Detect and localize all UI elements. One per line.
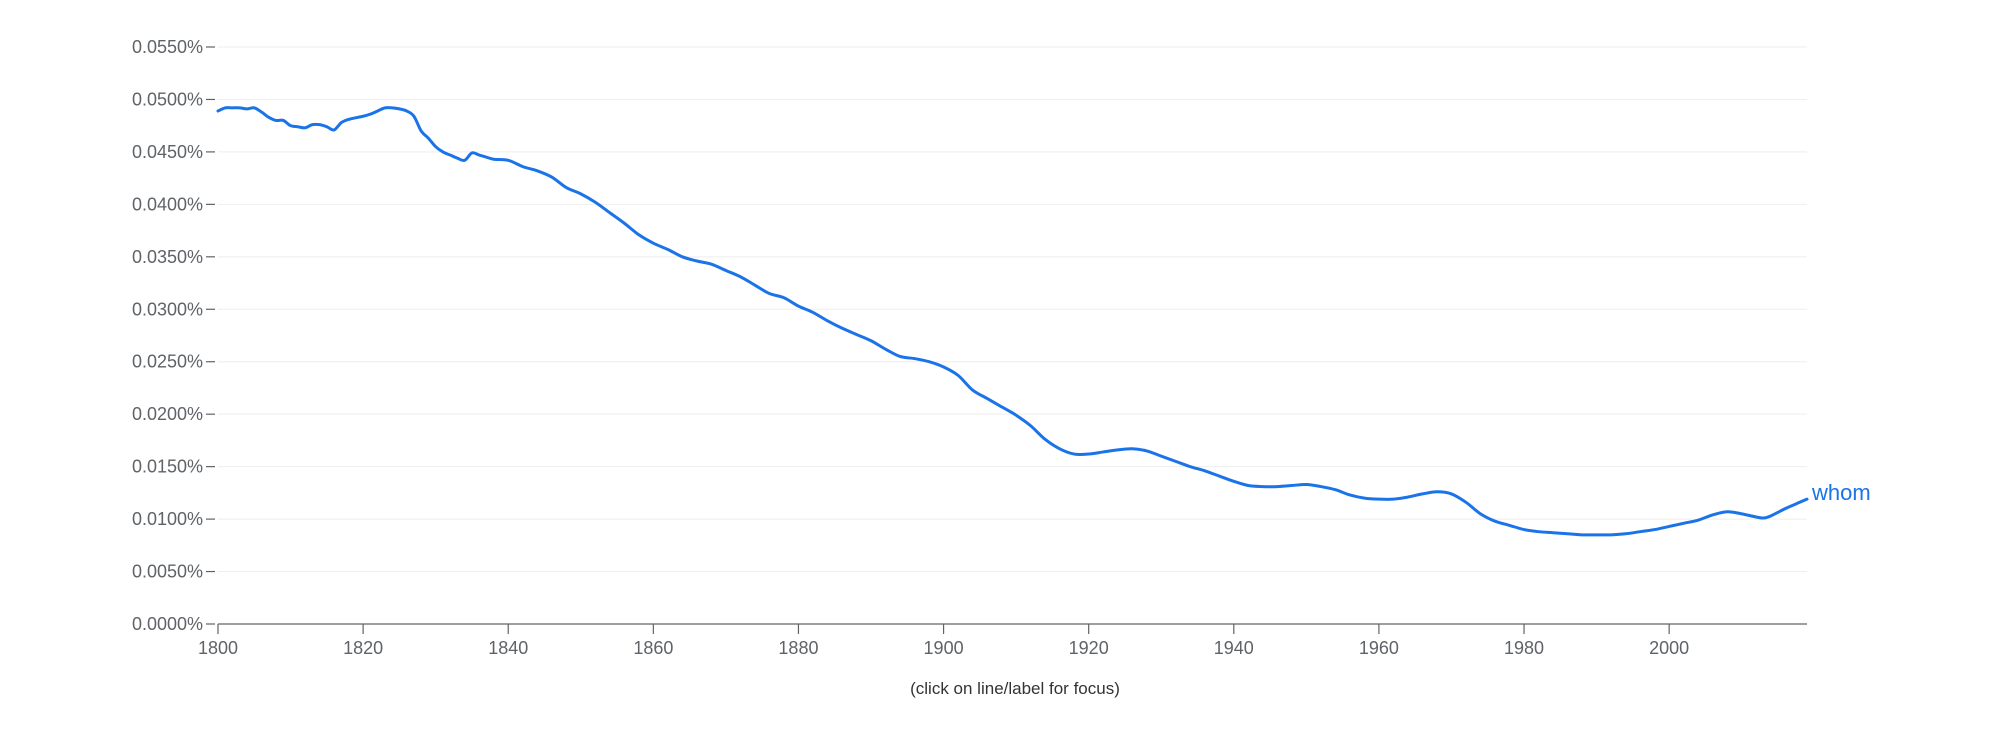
y-tick-label: 0.0150%: [132, 457, 203, 477]
x-tick-label: 1820: [343, 638, 383, 658]
y-tick-label: 0.0200%: [132, 404, 203, 424]
x-axis: 1800 1820 1840 1860 1880 1900 1920 1940 1960 1980…: [198, 623, 1807, 658]
x-tick-label: 2000: [1649, 638, 1689, 658]
x-tick-label: 1940: [1214, 638, 1254, 658]
x-tick-label: 1800: [198, 638, 238, 658]
y-tick-label: 0.0550%: [132, 37, 203, 57]
click-hint: (click on line/label for focus): [910, 679, 1120, 698]
series-line-whom[interactable]: [216, 106, 1809, 537]
x-tick-label: 1840: [488, 638, 528, 658]
series-layer[interactable]: whom: [216, 106, 1871, 537]
y-tick-label: 0.0100%: [132, 509, 203, 529]
x-tick-label: 1900: [924, 638, 964, 658]
y-tick-label: 0.0300%: [132, 299, 203, 319]
y-tick-label: 0.0450%: [132, 142, 203, 162]
y-axis: 0.0000% 0.0050% 0.0100% 0.0150% 0.0200% 0.025…: [132, 37, 215, 634]
y-tick-label: 0.0350%: [132, 247, 203, 267]
x-tick-label: 1920: [1069, 638, 1109, 658]
y-tick-label: 0.0500%: [132, 89, 203, 109]
x-tick-label: 1860: [633, 638, 673, 658]
y-tick-label: 0.0400%: [132, 194, 203, 214]
x-tick-label: 1960: [1359, 638, 1399, 658]
x-tick-label: 1980: [1504, 638, 1544, 658]
x-tick-label: 1880: [778, 638, 818, 658]
y-tick-label: 0.0000%: [132, 614, 203, 634]
y-tick-label: 0.0250%: [132, 352, 203, 372]
series-label-whom[interactable]: whom: [1811, 480, 1871, 505]
grid-layer: [218, 46, 1807, 573]
y-tick-label: 0.0050%: [132, 562, 203, 582]
